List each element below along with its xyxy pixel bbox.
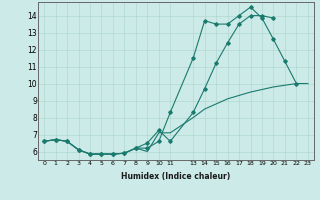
X-axis label: Humidex (Indice chaleur): Humidex (Indice chaleur) (121, 172, 231, 181)
